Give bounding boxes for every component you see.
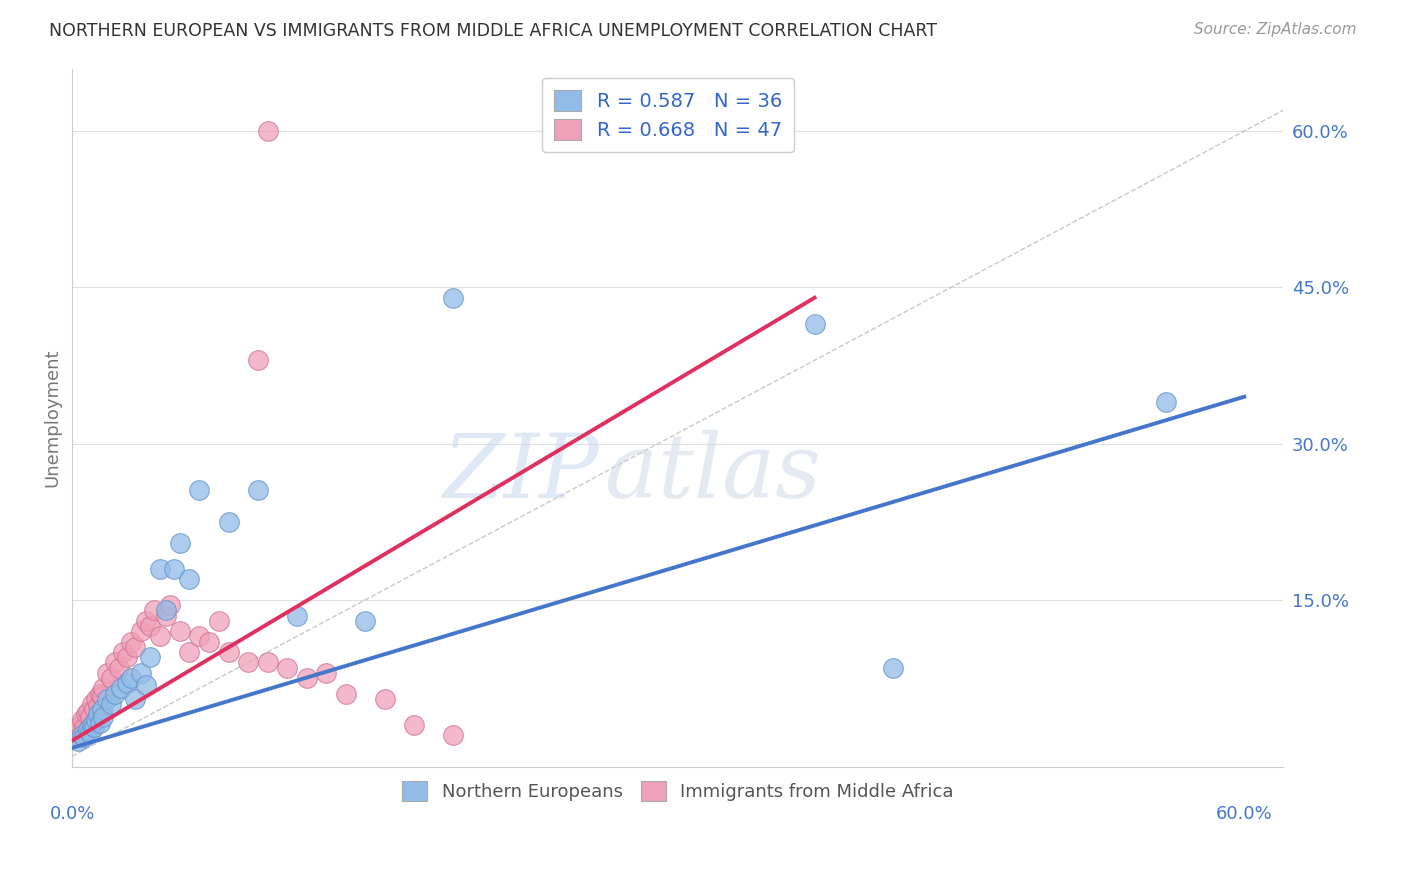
Point xyxy=(104,687,127,701)
Point xyxy=(80,718,103,732)
Point xyxy=(179,645,201,659)
Point xyxy=(76,723,98,738)
Point xyxy=(169,535,191,549)
Point xyxy=(124,691,146,706)
Legend: Northern Europeans, Immigrants from Middle Africa: Northern Europeans, Immigrants from Midd… xyxy=(392,772,963,810)
Point xyxy=(115,676,138,690)
Point xyxy=(246,483,269,498)
Point xyxy=(276,660,298,674)
Point xyxy=(79,726,101,740)
Point xyxy=(73,731,96,745)
Point xyxy=(86,707,108,722)
Point xyxy=(110,681,132,696)
Point xyxy=(84,691,107,706)
Point xyxy=(124,640,146,654)
Point xyxy=(374,691,396,706)
Point xyxy=(295,671,318,685)
Text: 0.0%: 0.0% xyxy=(49,805,96,823)
Point xyxy=(79,709,101,723)
Point xyxy=(441,728,464,742)
Point xyxy=(155,608,177,623)
Point xyxy=(90,702,112,716)
Point xyxy=(75,707,97,722)
Point xyxy=(882,660,904,674)
Point xyxy=(441,291,464,305)
Point xyxy=(90,689,112,703)
Point xyxy=(315,665,337,680)
Point xyxy=(149,629,172,643)
Point xyxy=(111,645,134,659)
Point xyxy=(169,624,191,639)
Text: Source: ZipAtlas.com: Source: ZipAtlas.com xyxy=(1194,22,1357,37)
Point xyxy=(89,687,111,701)
Point xyxy=(96,691,118,706)
Point xyxy=(104,656,127,670)
Point xyxy=(143,603,166,617)
Point xyxy=(236,656,259,670)
Point xyxy=(100,697,122,711)
Point xyxy=(129,665,152,680)
Point xyxy=(129,624,152,639)
Text: 60.0%: 60.0% xyxy=(1216,805,1272,823)
Point xyxy=(135,614,157,628)
Point xyxy=(84,713,107,727)
Point xyxy=(115,650,138,665)
Point xyxy=(335,687,357,701)
Point xyxy=(354,614,377,628)
Point xyxy=(89,715,111,730)
Point xyxy=(120,634,142,648)
Y-axis label: Unemployment: Unemployment xyxy=(44,348,60,487)
Text: atlas: atlas xyxy=(605,430,821,516)
Point xyxy=(163,561,186,575)
Point xyxy=(80,697,103,711)
Point xyxy=(96,665,118,680)
Point xyxy=(108,660,131,674)
Point xyxy=(67,723,90,738)
Point xyxy=(159,598,181,612)
Point xyxy=(149,561,172,575)
Point xyxy=(83,702,105,716)
Point xyxy=(83,720,105,734)
Point xyxy=(246,353,269,368)
Text: NORTHERN EUROPEAN VS IMMIGRANTS FROM MIDDLE AFRICA UNEMPLOYMENT CORRELATION CHAR: NORTHERN EUROPEAN VS IMMIGRANTS FROM MID… xyxy=(49,22,938,40)
Point xyxy=(76,706,98,720)
Point xyxy=(256,124,278,138)
Point xyxy=(1154,395,1177,409)
Point xyxy=(285,608,308,623)
Point xyxy=(93,709,115,723)
Point xyxy=(67,733,90,747)
Point xyxy=(86,699,108,714)
Point xyxy=(100,671,122,685)
Point xyxy=(803,317,825,331)
Point xyxy=(188,483,211,498)
Point xyxy=(93,681,115,696)
Point xyxy=(218,515,240,529)
Point xyxy=(120,671,142,685)
Point xyxy=(208,614,231,628)
Point xyxy=(73,720,96,734)
Point xyxy=(155,603,177,617)
Point xyxy=(218,645,240,659)
Point xyxy=(70,728,93,742)
Point xyxy=(70,713,93,727)
Point xyxy=(69,718,91,732)
Point xyxy=(256,656,278,670)
Point xyxy=(179,572,201,586)
Text: ZIP: ZIP xyxy=(443,430,599,516)
Point xyxy=(135,678,157,692)
Point xyxy=(198,634,221,648)
Point xyxy=(404,718,426,732)
Point xyxy=(65,728,87,742)
Point xyxy=(139,619,162,633)
Point xyxy=(139,650,162,665)
Point xyxy=(188,629,211,643)
